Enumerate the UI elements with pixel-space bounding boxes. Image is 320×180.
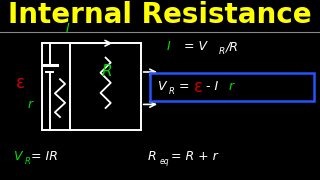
Text: Internal Resistance: Internal Resistance bbox=[8, 1, 312, 29]
Text: I: I bbox=[166, 40, 170, 53]
Text: /R: /R bbox=[226, 40, 238, 53]
Text: eq: eq bbox=[160, 158, 170, 166]
Text: R: R bbox=[102, 64, 113, 80]
Text: R: R bbox=[25, 158, 31, 166]
Text: R: R bbox=[147, 150, 156, 163]
Text: = IR: = IR bbox=[31, 150, 58, 163]
Text: r: r bbox=[229, 80, 234, 93]
Bar bbox=[150, 73, 314, 101]
Text: = R + r: = R + r bbox=[171, 150, 218, 163]
Text: I: I bbox=[65, 22, 69, 35]
Text: V: V bbox=[13, 150, 21, 163]
Text: =: = bbox=[175, 80, 194, 93]
Text: R: R bbox=[219, 47, 226, 56]
Text: ε: ε bbox=[194, 78, 203, 96]
Text: R: R bbox=[169, 87, 175, 96]
Text: V: V bbox=[157, 80, 165, 93]
Text: r: r bbox=[28, 98, 33, 111]
Text: - I: - I bbox=[206, 80, 219, 93]
Text: = V: = V bbox=[184, 40, 207, 53]
Text: ε: ε bbox=[16, 74, 25, 92]
